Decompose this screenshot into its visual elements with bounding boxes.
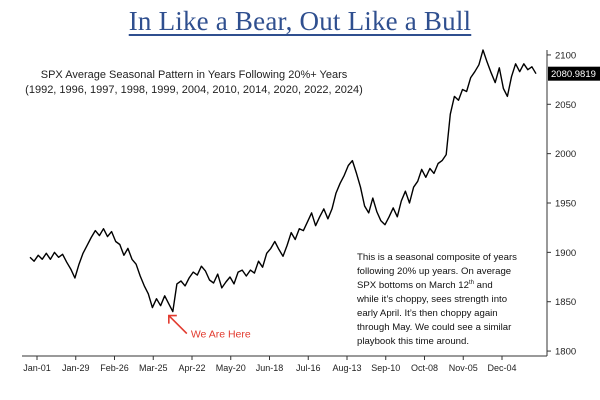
y-tick-label: 1950 bbox=[555, 199, 576, 210]
annotation-label: We Are Here bbox=[191, 329, 251, 341]
note-line: through May. We could see a similar bbox=[357, 322, 512, 333]
y-tick-label: 1900 bbox=[555, 248, 576, 259]
note-line: following 20% up years. On average bbox=[357, 266, 512, 277]
y-tick-label: 1800 bbox=[555, 347, 576, 358]
x-tick-label: Feb-26 bbox=[100, 363, 129, 373]
x-tick-label: Jul-16 bbox=[296, 363, 321, 373]
last-value-text: 2080.9819 bbox=[551, 69, 596, 80]
chart-subtitle-line-2: (1992, 1996, 1997, 1998, 1999, 2004, 201… bbox=[25, 84, 363, 96]
we-are-here-annotation: We Are Here bbox=[168, 314, 251, 341]
last-value-box bbox=[548, 66, 600, 81]
y-tick-label: 2000 bbox=[555, 149, 576, 160]
note-line: This is a seasonal composite of years bbox=[357, 252, 517, 263]
last-value-label: 2080.9819 bbox=[548, 66, 600, 81]
annotation-arrow-shaft bbox=[168, 315, 188, 335]
x-tick-label: Aug-13 bbox=[332, 363, 361, 373]
x-tick-label: Jan-01 bbox=[23, 363, 51, 373]
y-tick-label: 2050 bbox=[555, 100, 576, 111]
x-tick-label: Sep-10 bbox=[371, 363, 400, 373]
x-tick-label: Dec-04 bbox=[487, 363, 516, 373]
series-line bbox=[29, 49, 537, 313]
x-tick-label: Nov-05 bbox=[449, 363, 478, 373]
x-tick-label: Apr-22 bbox=[178, 363, 205, 373]
commentary-text: This is a seasonal composite of years fo… bbox=[357, 251, 535, 349]
note-line: playbook this time around. bbox=[357, 336, 469, 347]
y-ticks: 1800 1850 1900 1950 2000 2050 2100 bbox=[547, 50, 576, 358]
note-line: SPX bottoms on March 12th and bbox=[357, 279, 493, 291]
x-tick-label: Oct-08 bbox=[411, 363, 438, 373]
y-tick-label: 2100 bbox=[555, 50, 576, 61]
x-tick-label: Jan-29 bbox=[62, 363, 90, 373]
note-line: early April. It’s then choppy again bbox=[357, 308, 498, 319]
chart-title: In Like a Bear, Out Like a Bull bbox=[128, 6, 472, 36]
x-ticks: Jan-01 Jan-29 Feb-26 Mar-25 Apr-22 May-20 Jun-… bbox=[23, 356, 517, 373]
annotation-arrow-head bbox=[168, 314, 177, 324]
x-tick-label: May-20 bbox=[216, 363, 246, 373]
x-tick-label: Jun-18 bbox=[256, 363, 284, 373]
note-line: while it’s choppy, sees strength into bbox=[357, 294, 508, 305]
y-tick-label: 1850 bbox=[555, 297, 576, 308]
chart-subtitle-line-1: SPX Average Seasonal Pattern in Years Fo… bbox=[40, 69, 348, 81]
x-tick-label: Mar-25 bbox=[139, 363, 168, 373]
